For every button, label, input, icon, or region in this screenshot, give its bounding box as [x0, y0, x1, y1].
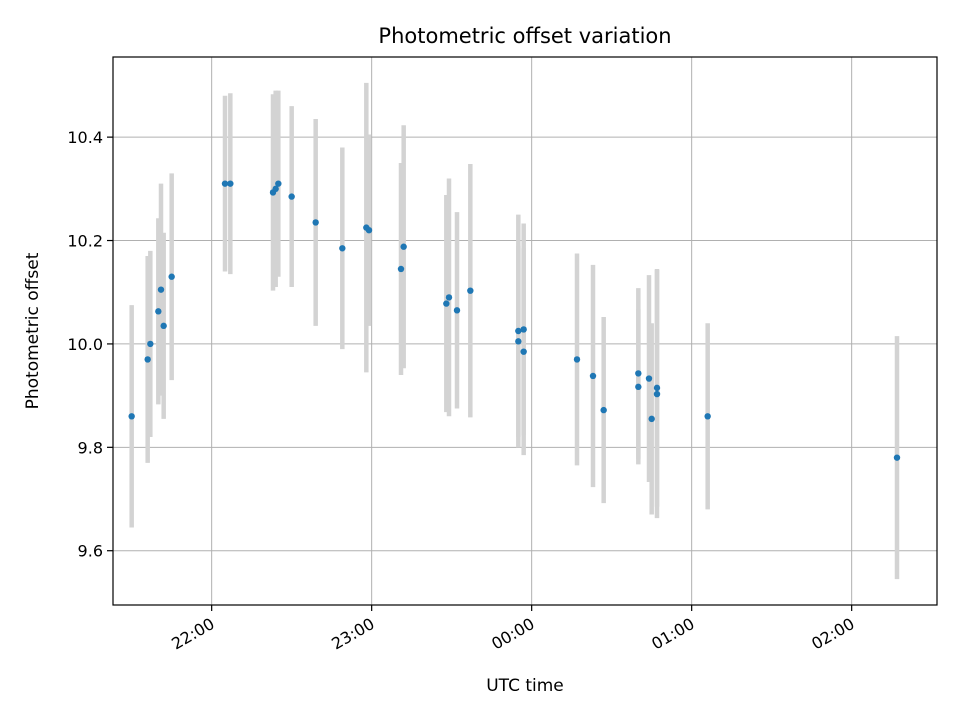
data-point: [635, 383, 642, 391]
data-point: [365, 226, 373, 234]
data-point: [467, 287, 474, 294]
data-point: [653, 384, 661, 392]
data-point: [515, 327, 522, 335]
data-point: [635, 370, 642, 377]
data-point: [312, 219, 319, 226]
data-point: [653, 390, 661, 398]
y-tick-label: 10.4: [67, 128, 103, 147]
chart-title: Photometric offset variation: [378, 24, 671, 48]
data-point: [288, 193, 295, 200]
y-tick-label: 10.0: [67, 335, 103, 354]
data-point: [339, 245, 346, 252]
data-point: [221, 180, 229, 187]
y-tick-label: 9.8: [78, 438, 103, 457]
data-point: [275, 180, 282, 187]
data-point: [645, 375, 653, 382]
data-point: [893, 454, 901, 461]
y-tick-label: 9.6: [78, 542, 103, 561]
plot-frame: [112, 56, 938, 606]
data-point: [515, 338, 522, 345]
data-point: [573, 356, 581, 363]
data-point: [397, 265, 405, 273]
data-point: [272, 185, 279, 193]
data-point: [400, 243, 407, 250]
data-point: [157, 286, 165, 293]
data-point: [155, 308, 162, 315]
data-point: [144, 356, 151, 363]
data-point: [445, 294, 453, 301]
data-point: [600, 406, 607, 414]
data-point: [520, 326, 527, 333]
data-point: [168, 273, 175, 280]
data-points: [128, 180, 901, 461]
data-point: [128, 413, 135, 420]
data-point: [443, 300, 450, 307]
y-tick-label: 10.2: [67, 232, 103, 251]
data-point: [648, 415, 655, 423]
data-point: [453, 307, 461, 314]
x-axis-label: UTC time: [486, 676, 564, 696]
data-point: [147, 340, 154, 348]
data-point: [589, 372, 597, 380]
data-point: [160, 322, 167, 330]
y-axis-label: Photometric offset: [23, 252, 43, 409]
data-point: [227, 180, 234, 187]
data-point: [520, 348, 527, 355]
data-point: [704, 413, 711, 420]
